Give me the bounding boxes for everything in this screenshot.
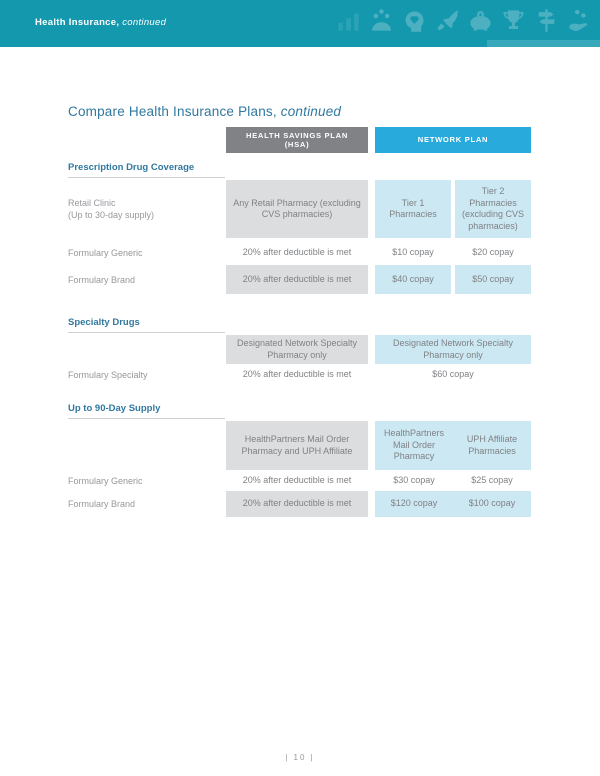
table-row: Formulary Brand 20% after deductible is … [68, 265, 531, 294]
signpost-icon [533, 7, 560, 34]
row-label: Formulary Generic [68, 247, 143, 258]
row-label [68, 335, 226, 364]
table-row: Retail Clinic (Up to 30-day supply) Any … [68, 180, 531, 238]
section-heading-90-day-supply: Up to 90-Day Supply [68, 403, 225, 419]
hsa-header-line1: HEALTH SAVINGS PLAN [245, 130, 349, 140]
network-tier1-cell: $10 copay [392, 246, 434, 257]
row-label: Formulary Brand [68, 274, 136, 285]
section-heading-specialty-drugs: Specialty Drugs [68, 317, 225, 333]
network-tier2-cell: $20 copay [472, 246, 514, 257]
banner-title: Health Insurance, continued [35, 17, 166, 28]
page-title: Compare Health Insurance Plans, continue… [68, 103, 531, 120]
head-heart-icon [401, 7, 428, 34]
network-tier1-cell: Tier 1 Pharmacies [375, 180, 451, 238]
rocket-icon [434, 7, 461, 34]
row-label: Formulary Generic [68, 476, 143, 486]
table-column-headers: HEALTH SAVINGS PLAN (HSA) NETWORK PLAN [68, 127, 531, 153]
network-cell: $30 copay $25 copay [375, 472, 531, 490]
hsa-cell: HealthPartners Mail Order Pharmacy and U… [226, 421, 368, 470]
network-cell: Designated Network Specialty Pharmacy on… [375, 335, 531, 364]
network-cell: $120 copay $100 copay [375, 491, 531, 517]
row-label [68, 421, 226, 470]
top-banner: Health Insurance, continued [0, 0, 600, 47]
hsa-cell: 20% after deductible is met [242, 246, 352, 257]
column-spacer [68, 127, 226, 153]
hand-coins-icon [566, 7, 593, 34]
banner-active-tab-highlight [487, 40, 600, 47]
network-mail-order-cell: $30 copay [393, 475, 435, 486]
network-uph-affiliate-cell: UPH Affiliate Pharmacies [466, 434, 518, 456]
table-row: Designated Network Specialty Pharmacy on… [68, 335, 531, 364]
network-tier2-cell: $50 copay [455, 265, 531, 294]
coins-drop-icon [368, 7, 395, 34]
chart-coins-icon [335, 7, 362, 34]
banner-icon-strip [335, 7, 593, 34]
network-header-label: NETWORK PLAN [417, 135, 489, 145]
column-header-network: NETWORK PLAN [375, 127, 531, 153]
hsa-header-line2: (HSA) [284, 140, 310, 149]
row-label: Formulary Brand [68, 499, 136, 509]
network-uph-affiliate-cell: $25 copay [471, 475, 513, 486]
table-row: Formulary Generic 20% after deductible i… [68, 241, 531, 264]
network-cell: HealthPartners Mail Order Pharmacy UPH A… [375, 421, 531, 470]
section-heading-prescription-drug-coverage: Prescription Drug Coverage [68, 162, 225, 178]
hsa-cell: 20% after deductible is met [226, 265, 368, 294]
table-row: Formulary Brand 20% after deductible is … [68, 491, 531, 517]
network-cell: $60 copay [432, 369, 474, 380]
hsa-cell: 20% after deductible is met [226, 491, 368, 517]
page-number: | 10 | [285, 753, 315, 762]
network-mail-order-cell: HealthPartners Mail Order Pharmacy [383, 428, 445, 462]
network-tier2-cell: Tier 2 Pharmacies (excluding CVS pharmac… [455, 180, 531, 238]
page-title-continued: continued [280, 104, 342, 119]
network-mail-order-cell: $120 copay [390, 498, 438, 509]
trophy-icon [500, 7, 527, 34]
row-label: Retail Clinic (Up to 30-day supply) [68, 198, 155, 220]
page-content: Compare Health Insurance Plans, continue… [68, 103, 531, 517]
table-row: Formulary Generic 20% after deductible i… [68, 472, 531, 490]
table-row: Formulary Specialty 20% after deductible… [68, 366, 531, 384]
network-tier1-cell: $40 copay [375, 265, 451, 294]
hsa-cell: 20% after deductible is met [242, 369, 352, 380]
hsa-cell: Any Retail Pharmacy (excluding CVS pharm… [226, 180, 368, 238]
piggy-bank-icon [467, 7, 494, 34]
banner-title-text: Health Insurance, [35, 17, 120, 28]
hsa-cell: 20% after deductible is met [242, 475, 352, 486]
banner-title-continued: continued [122, 17, 167, 28]
column-header-hsa: HEALTH SAVINGS PLAN (HSA) [226, 127, 368, 153]
hsa-cell: Designated Network Specialty Pharmacy on… [226, 335, 368, 364]
page-title-text: Compare Health Insurance Plans, [68, 104, 277, 119]
network-uph-affiliate-cell: $100 copay [468, 498, 516, 509]
table-row: HealthPartners Mail Order Pharmacy and U… [68, 421, 531, 470]
row-label: Formulary Specialty [68, 370, 148, 380]
